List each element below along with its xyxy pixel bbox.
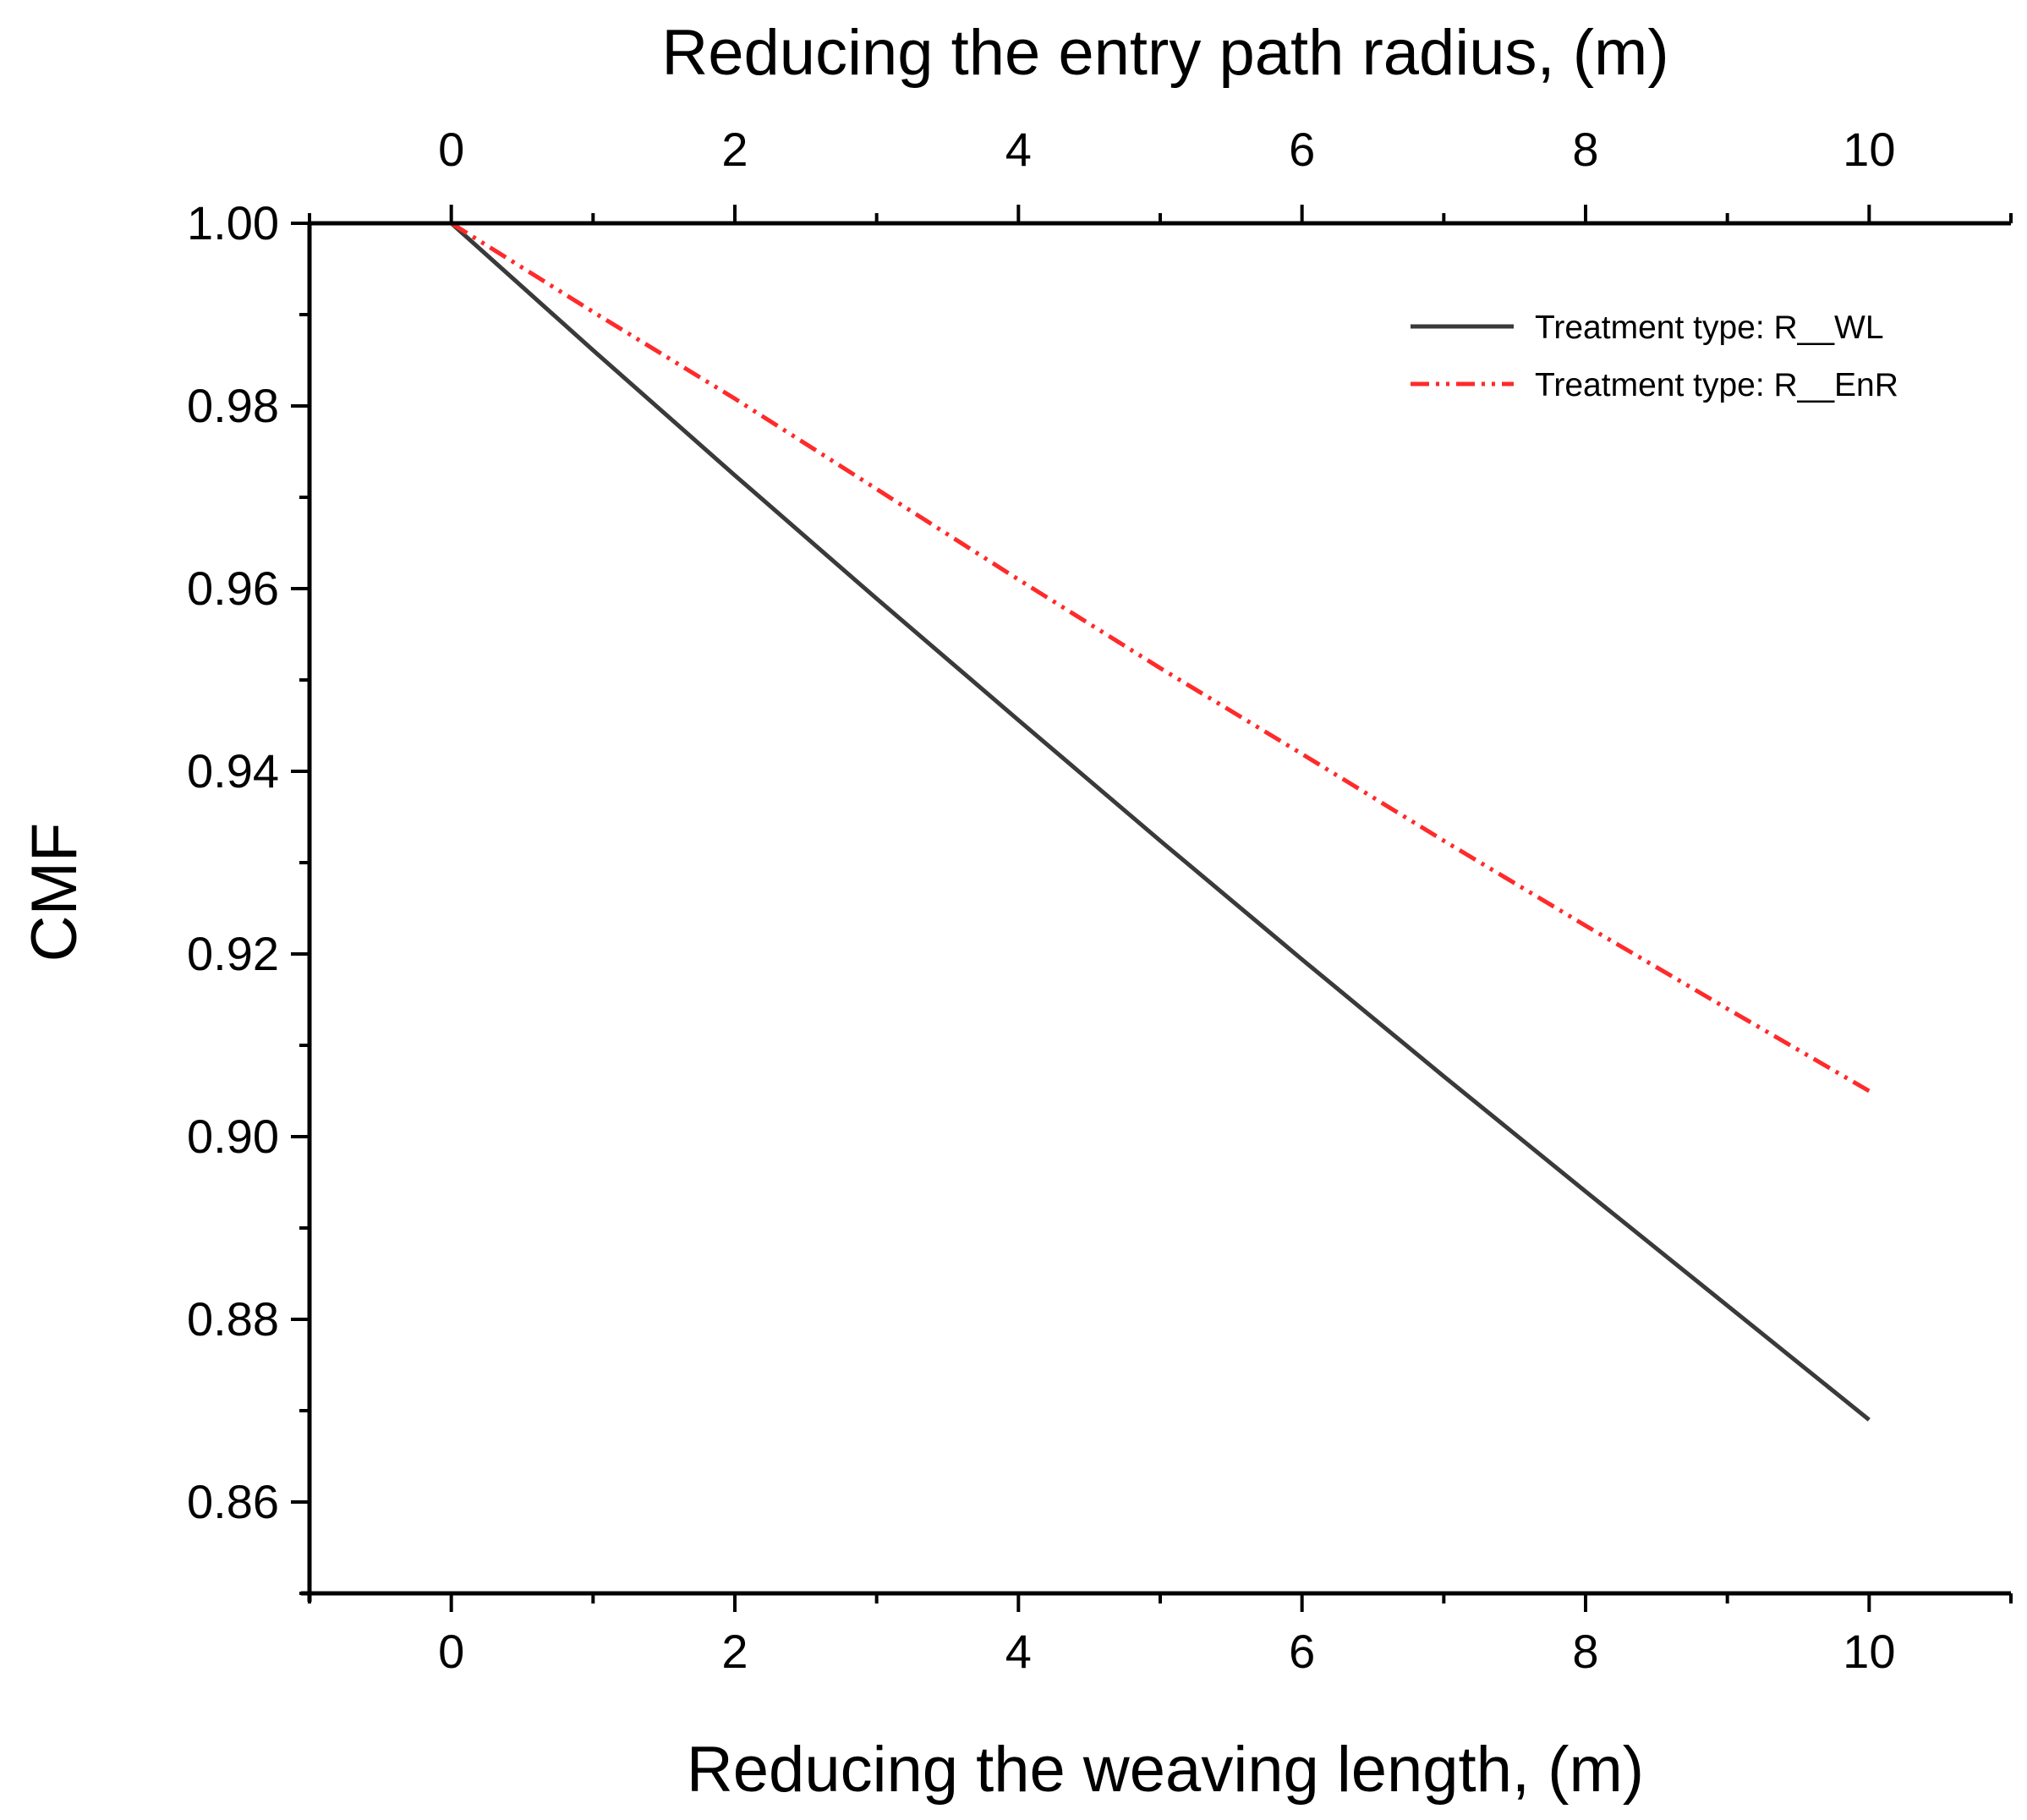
y-tick-label: 0.94 xyxy=(187,744,279,798)
data-point-wl xyxy=(1158,838,1163,843)
data-point-wl xyxy=(732,473,737,478)
legend-label-enr: Treatment type: R__EnR xyxy=(1535,367,1898,403)
data-point-wl xyxy=(1866,1417,1871,1423)
tick-labels: 0 2 4 6 8 10 0 2 4 6 8 10 0.86 0.88 0.90 0.92 0.94 0.96 0.… xyxy=(187,123,1895,1678)
x-tick-label: 10 xyxy=(1843,1625,1895,1678)
data-point-enr xyxy=(874,486,879,491)
data-point-enr xyxy=(590,310,595,315)
x2-tick-label: 6 xyxy=(1289,123,1315,176)
data-point-enr xyxy=(1158,666,1163,671)
x2-tick-label: 0 xyxy=(438,123,464,176)
data-point-wl xyxy=(1016,718,1021,723)
data-point-enr xyxy=(1866,1088,1871,1094)
data-point-enr xyxy=(1441,838,1446,843)
data-point-enr xyxy=(1300,752,1305,757)
series-line-enr xyxy=(450,221,1871,1094)
x2-axis-title: Reducing the entry path radius, (m) xyxy=(661,17,1668,89)
y-tick-label: 0.92 xyxy=(187,927,279,980)
y-tick-label: 0.88 xyxy=(187,1292,279,1346)
data-point-wl xyxy=(874,596,879,601)
data-point-enr xyxy=(1583,924,1588,929)
y-tick-label: 1.00 xyxy=(187,196,279,249)
y-tick-label: 0.98 xyxy=(187,379,279,432)
x2-tick-label: 4 xyxy=(1005,123,1032,176)
axes-ticks xyxy=(291,205,2013,1612)
data-point-wl xyxy=(1300,957,1305,962)
x-tick-label: 0 xyxy=(438,1625,464,1678)
x-tick-label: 4 xyxy=(1005,1625,1032,1678)
x2-tick-label: 2 xyxy=(721,123,748,176)
series-line-wl xyxy=(450,222,1871,1422)
x2-tick-label: 8 xyxy=(1572,123,1598,176)
data-point-wl xyxy=(1725,1303,1730,1308)
x-axis-title: Reducing the weaving length, (m) xyxy=(687,1734,1644,1806)
y-tick-label: 0.96 xyxy=(187,562,279,615)
data-point-enr xyxy=(1725,1006,1730,1011)
plot-area xyxy=(450,221,1871,1423)
legend: Treatment type: R__WL Treatment type: R_… xyxy=(1411,310,1898,403)
y-axis-title: CMF xyxy=(19,823,90,962)
x2-tick-label: 10 xyxy=(1843,123,1895,176)
data-point-enr xyxy=(1016,577,1021,582)
legend-label-wl: Treatment type: R__WL xyxy=(1535,310,1884,346)
x-tick-label: 2 xyxy=(721,1625,748,1678)
x-tick-label: 6 xyxy=(1289,1625,1315,1678)
y-tick-label: 0.90 xyxy=(187,1110,279,1163)
x-tick-label: 8 xyxy=(1572,1625,1598,1678)
data-point-wl xyxy=(590,348,595,353)
data-point-wl xyxy=(1583,1189,1588,1194)
data-point-enr xyxy=(732,396,737,401)
data-point-wl xyxy=(1441,1074,1446,1079)
y-tick-label: 0.86 xyxy=(187,1475,279,1528)
